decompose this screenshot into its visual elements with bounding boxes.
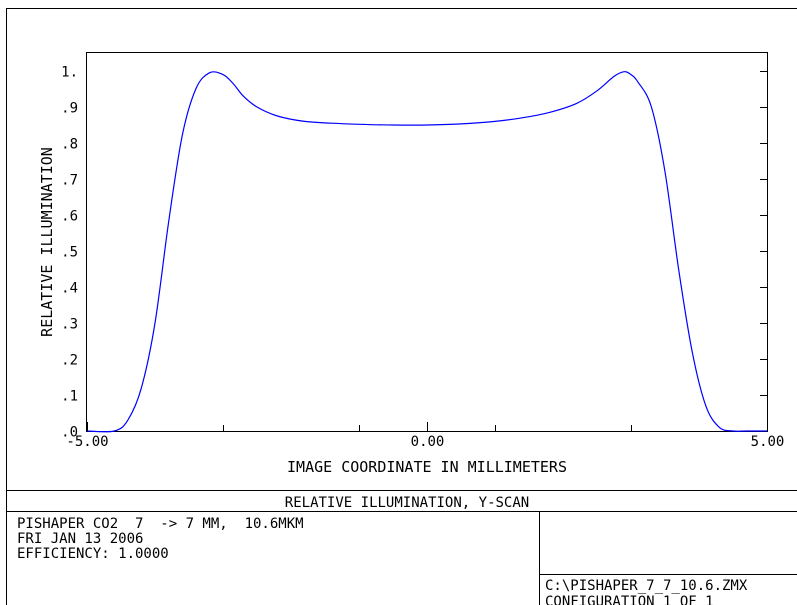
y-tick-label: 1. (61, 65, 78, 81)
date-text: FRI JAN 13 2006 (17, 531, 143, 547)
y-tick-label: .6 (61, 209, 78, 225)
y-tick-label: .9 (61, 101, 78, 117)
chart-title: RELATIVE ILLUMINATION, Y-SCAN (285, 495, 529, 511)
x-tick-label: 0.00 (411, 434, 445, 450)
y-tick-label: .1 (61, 389, 78, 405)
y-tick-label: .8 (61, 137, 78, 153)
y-tick-label: .0 (61, 425, 78, 441)
y-axis-title: RELATIVE ILLUMINATION (38, 147, 56, 337)
lens-description: PISHAPER CO2 7 -> 7 MM, 10.6MKM (17, 516, 304, 532)
outer-border (6, 8, 797, 605)
efficiency-text: EFFICIENCY: 1.0000 (17, 546, 169, 562)
file-path-text: C:\PISHAPER_7_7_10.6.ZMX (545, 578, 748, 594)
y-tick-label: .2 (61, 353, 78, 369)
y-tick-label: .3 (61, 317, 78, 333)
plot-area-frame (86, 52, 768, 432)
y-tick-label: .4 (61, 281, 78, 297)
x-axis-tick-labels: -5.00 0.00 5.00 (66, 434, 784, 450)
y-axis-tick-labels: .0 .1 .2 .3 .4 .5 .6 .7 .8 .9 1. (61, 65, 78, 441)
x-tick-label: -5.00 (66, 434, 108, 450)
y-axis-ticks (760, 71, 767, 432)
x-axis-ticks (87, 422, 768, 431)
x-axis-title: IMAGE COORDINATE IN MILLIMETERS (287, 458, 567, 476)
x-tick-label: 5.00 (751, 434, 785, 450)
illumination-series-line (86, 71, 767, 433)
y-tick-label: .7 (61, 173, 78, 189)
configuration-text: CONFIGURATION 1 OF 1 (545, 594, 714, 605)
y-tick-label: .5 (61, 245, 78, 261)
